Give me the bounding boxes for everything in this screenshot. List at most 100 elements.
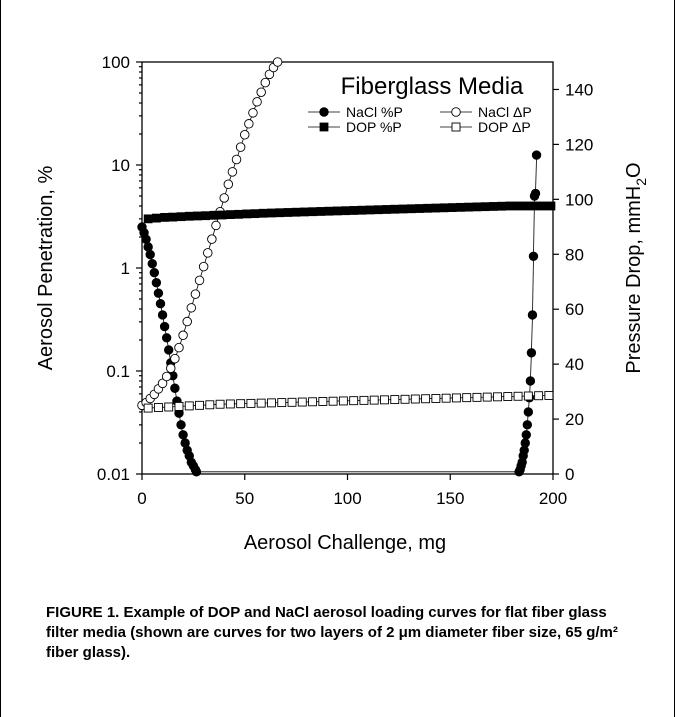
data-point xyxy=(451,393,461,403)
data-point xyxy=(505,201,515,211)
data-point xyxy=(256,87,266,97)
data-point xyxy=(176,420,186,430)
data-point xyxy=(184,211,194,221)
data-point xyxy=(521,430,531,440)
data-point xyxy=(170,353,180,364)
data-point xyxy=(530,188,541,199)
data-point xyxy=(472,392,482,402)
data-point xyxy=(267,208,276,218)
data-point xyxy=(157,378,168,389)
data-point xyxy=(193,211,202,221)
data-point xyxy=(291,207,301,217)
x-axis-title: Aerosol Challenge, mg xyxy=(244,532,446,554)
data-point xyxy=(349,206,359,215)
data-point xyxy=(155,299,166,309)
data-point xyxy=(151,213,161,223)
data-point xyxy=(415,204,424,213)
data-point xyxy=(338,396,348,406)
data-point xyxy=(151,277,162,288)
data-point xyxy=(410,394,420,404)
data-point xyxy=(308,207,317,217)
x-tick-label: 0 xyxy=(137,489,146,508)
x-tick-label: 100 xyxy=(333,489,361,508)
y-axis-left-title: Aerosol Penetration, % xyxy=(35,166,57,371)
data-point xyxy=(277,398,287,408)
data-point xyxy=(209,210,219,220)
data-point xyxy=(520,438,530,448)
y-left-tick-label: 10 xyxy=(111,156,130,175)
data-point xyxy=(164,402,174,412)
data-point xyxy=(205,400,215,410)
data-point xyxy=(297,397,307,407)
data-point xyxy=(390,204,400,214)
data-point xyxy=(359,395,369,405)
data-point xyxy=(267,398,276,408)
data-point xyxy=(191,467,202,477)
data-point xyxy=(234,209,243,219)
y-axis-right-title-sub: 2 xyxy=(633,178,649,186)
data-point xyxy=(497,201,507,211)
data-point xyxy=(170,383,180,393)
data-point xyxy=(328,396,338,406)
data-point xyxy=(464,202,474,212)
data-point xyxy=(534,391,544,401)
data-point xyxy=(365,205,375,215)
y-right-tick-label: 20 xyxy=(565,410,584,429)
data-point xyxy=(166,363,176,374)
y-left-tick-label: 0.01 xyxy=(97,465,130,484)
data-point xyxy=(482,392,492,402)
legend-label: NaCl %P xyxy=(346,104,403,120)
data-point xyxy=(178,430,188,440)
data-point xyxy=(258,208,268,218)
y-right-tick-label: 0 xyxy=(565,465,574,484)
data-point xyxy=(283,208,293,217)
x-tick-label: 200 xyxy=(539,489,567,508)
legend-marker xyxy=(451,122,461,132)
data-point xyxy=(324,206,334,216)
data-point xyxy=(521,201,531,211)
data-point xyxy=(523,391,533,401)
data-point xyxy=(157,310,168,320)
data-point xyxy=(538,201,548,211)
legend-marker xyxy=(319,122,329,132)
data-point xyxy=(195,400,204,410)
data-point xyxy=(198,261,209,272)
data-point xyxy=(252,97,262,107)
data-point xyxy=(164,345,174,355)
data-point xyxy=(341,206,350,216)
data-point xyxy=(203,248,213,258)
data-point xyxy=(149,268,160,278)
data-point xyxy=(246,398,256,408)
legend-item: NaCl ΔP xyxy=(440,104,532,120)
data-point xyxy=(493,392,502,402)
legend-item: NaCl %P xyxy=(308,104,403,120)
data-point xyxy=(215,399,225,409)
data-point xyxy=(239,130,250,140)
data-point xyxy=(421,394,431,404)
data-point xyxy=(528,251,539,261)
data-point xyxy=(235,142,246,152)
y-right-tick-label: 60 xyxy=(565,300,584,319)
data-point xyxy=(236,399,246,409)
legend: NaCl %P NaCl ΔP DOP %P DOP ΔP xyxy=(308,104,532,135)
data-point xyxy=(318,397,328,406)
data-point xyxy=(207,234,217,244)
data-point xyxy=(544,390,554,400)
data-point xyxy=(398,204,408,214)
legend-label: NaCl ΔP xyxy=(478,104,532,120)
y-axis-right-title: Pressure Drop, mmH2O xyxy=(623,162,649,373)
data-point xyxy=(380,395,389,405)
data-point xyxy=(225,399,235,409)
data-point xyxy=(145,249,155,260)
data-point xyxy=(174,342,184,353)
data-point xyxy=(503,392,513,401)
data-point xyxy=(546,201,556,211)
data-point xyxy=(462,393,472,403)
data-point xyxy=(141,234,151,244)
data-point xyxy=(513,391,523,401)
legend-marker xyxy=(451,107,461,117)
data-point xyxy=(423,203,433,213)
series-line xyxy=(148,395,549,409)
y-axis-right-title-tail: O xyxy=(623,162,645,178)
data-point xyxy=(531,150,542,160)
